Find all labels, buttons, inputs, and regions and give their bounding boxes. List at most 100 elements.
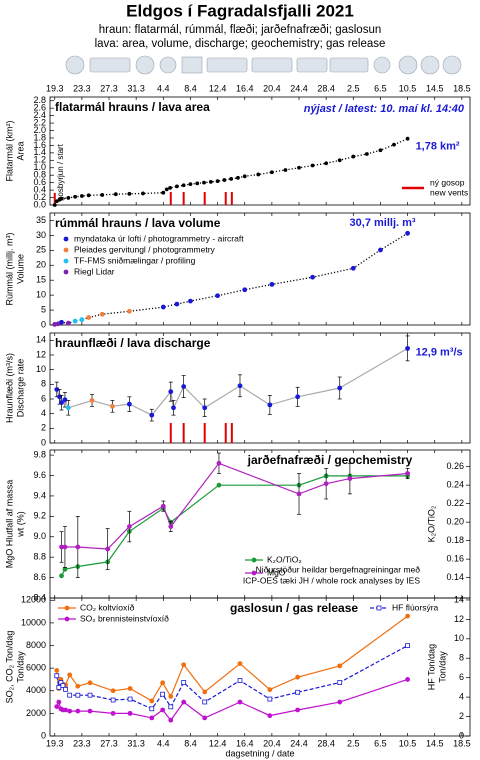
marker	[113, 192, 118, 197]
legend-label: CO₂ koltvíoxíð	[80, 602, 135, 612]
x-tick-label: 16.4	[236, 83, 254, 93]
marker	[75, 683, 81, 689]
y2-tick-label: 0.26	[446, 461, 464, 471]
y-tick-label: 2	[41, 423, 46, 433]
legend-marker	[63, 269, 69, 275]
logo	[135, 55, 155, 75]
marker	[267, 713, 273, 719]
y-axis-label: wt (%)	[15, 511, 25, 538]
marker	[110, 710, 116, 716]
legend-marker	[251, 557, 257, 563]
y-axis-label: Discharge rate	[15, 359, 25, 418]
y-axis-label: Flatarmál (km²)	[4, 121, 14, 182]
y-tick-label: 8.6	[33, 572, 46, 582]
logo	[65, 55, 85, 75]
marker	[237, 661, 243, 667]
x-tick-label: 23.3	[73, 738, 91, 748]
marker	[242, 174, 247, 179]
marker	[110, 697, 116, 703]
x-tick-label: 12.4	[209, 738, 227, 748]
y-tick-label: 0.2	[33, 192, 46, 202]
y-tick-label: 30	[36, 230, 46, 240]
marker	[269, 281, 275, 287]
marker	[202, 699, 208, 705]
latest-note: nýjast / latest: 10. maí kl. 14:40	[304, 103, 465, 115]
y-axis-label: Ton/day	[15, 651, 25, 683]
y-tick-label: 20	[36, 260, 46, 270]
marker	[168, 524, 174, 529]
marker	[67, 692, 73, 698]
logo	[296, 57, 328, 73]
marker	[89, 398, 95, 403]
marker	[168, 389, 174, 395]
marker	[337, 158, 342, 163]
marker	[87, 680, 93, 686]
marker	[242, 287, 248, 293]
marker	[79, 194, 84, 198]
x-tick-label: 24.4	[290, 738, 308, 748]
y-tick-label: 9.6	[33, 470, 46, 480]
y-tick-label: 1.0	[33, 162, 46, 172]
marker	[202, 405, 208, 411]
marker	[297, 165, 301, 170]
y-tick-label: 4000	[26, 685, 46, 695]
marker	[160, 304, 166, 310]
marker	[237, 699, 243, 705]
marker	[267, 696, 273, 702]
marker	[127, 696, 133, 702]
series-line	[56, 347, 408, 416]
x-tick-label: 14.5	[426, 738, 444, 748]
y2-axis-label: K₂O/TiO₂	[426, 505, 436, 542]
x-tick-label: 28.4	[317, 83, 335, 93]
y-tick-label: 8.4	[33, 592, 46, 602]
y-tick-label: 9.4	[33, 490, 46, 500]
legend-marker	[63, 247, 69, 253]
marker	[364, 152, 369, 156]
marker	[75, 692, 81, 698]
marker	[295, 707, 301, 713]
marker	[126, 401, 132, 407]
marker	[59, 573, 64, 579]
marker	[310, 274, 315, 280]
marker	[161, 190, 166, 195]
marker	[141, 191, 145, 196]
y2-tick-label: 8	[459, 653, 464, 663]
marker	[59, 400, 64, 406]
legend-label: K₂O/TiO₂	[267, 554, 302, 564]
marker	[127, 710, 133, 716]
marker	[60, 683, 66, 688]
x-tick-label: 4.4	[157, 738, 170, 748]
x-tick-label: 8.4	[184, 83, 197, 93]
y-tick-label: 6000	[26, 663, 46, 673]
y-tick-label: 0	[41, 319, 46, 329]
marker	[229, 177, 234, 181]
logo	[251, 57, 293, 73]
marker	[181, 183, 186, 188]
x-tick-label: 18.5	[453, 83, 471, 93]
marker	[75, 544, 81, 550]
y2-tick-label: 10	[454, 633, 464, 643]
marker	[65, 405, 71, 411]
panel-title: gaslosun / gas release	[230, 601, 358, 615]
y2-tick-label: 0.20	[446, 517, 464, 527]
marker	[127, 686, 133, 691]
marker	[267, 402, 273, 408]
y-tick-label: 1.6	[33, 140, 46, 150]
legend-label: HF flúorsýra	[392, 602, 439, 612]
y-tick-label: 9.0	[33, 531, 46, 541]
marker	[126, 524, 132, 529]
x-tick-label: 10.5	[399, 738, 417, 748]
marker	[181, 680, 187, 685]
marker	[269, 170, 274, 175]
marker	[73, 194, 78, 199]
legend-label: SO₂ brennisteinstvíoxíð	[80, 613, 169, 623]
y-tick-label: 5	[41, 304, 46, 314]
y-tick-label: 10	[36, 364, 46, 374]
logo	[420, 55, 440, 75]
value-label: 1,78 km²	[416, 141, 460, 153]
marker	[54, 673, 60, 679]
marker	[337, 680, 343, 685]
x-tick-label: 24.4	[290, 83, 308, 93]
marker	[63, 686, 69, 692]
